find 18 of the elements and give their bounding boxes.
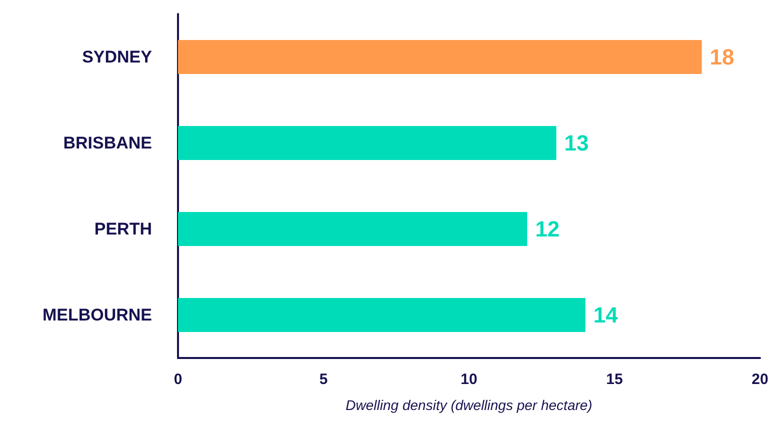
x-tick-label: 5 — [319, 371, 328, 388]
data-label: 18 — [710, 44, 734, 70]
bar — [178, 40, 702, 74]
y-tick-label: BRISBANE — [63, 134, 152, 152]
bar — [178, 298, 586, 332]
data-label: 14 — [593, 302, 619, 328]
x-tick-label: 20 — [752, 371, 768, 388]
x-tick-label: 15 — [606, 371, 623, 388]
data-label: 13 — [564, 130, 589, 156]
x-tick-label: 0 — [174, 371, 182, 388]
bar — [178, 212, 528, 246]
x-axis-title: Dwelling density (dwellings per hectare) — [346, 397, 592, 413]
data-label: 12 — [535, 216, 560, 242]
y-tick-label: SYDNEY — [82, 48, 153, 66]
x-tick-label: 10 — [460, 371, 478, 388]
y-tick-label: MELBOURNE — [42, 306, 152, 324]
bar — [178, 126, 556, 160]
y-tick-label: PERTH — [94, 220, 152, 238]
